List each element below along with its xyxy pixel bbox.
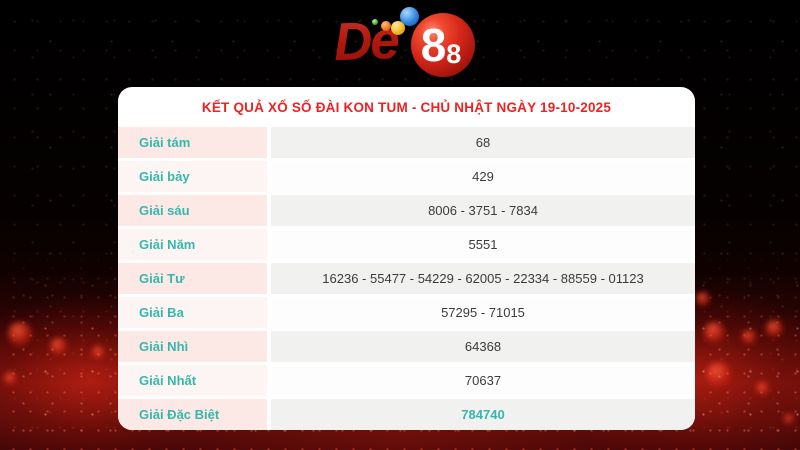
- prize-label: Giải Đặc Biệt: [118, 399, 267, 430]
- ball-digit-small: 8: [446, 38, 462, 69]
- bokeh-circle: [8, 322, 32, 346]
- prize-label: Giải Nhất: [118, 365, 267, 396]
- prize-label: Giải Năm: [118, 229, 267, 260]
- table-row: Giải Năm 5551: [118, 229, 695, 260]
- result-card: KẾT QUẢ XỔ SỐ ĐÀI KON TUM - CHỦ NHẬT NGÀ…: [118, 87, 695, 430]
- result-title: KẾT QUẢ XỔ SỐ ĐÀI KON TUM - CHỦ NHẬT NGÀ…: [201, 100, 612, 115]
- prize-label: Giải Ba: [118, 297, 267, 328]
- prize-value: 57295 - 71015: [271, 297, 695, 328]
- bokeh-circle: [50, 338, 67, 355]
- bokeh-circle: [92, 346, 105, 359]
- bokeh-circle: [756, 382, 769, 395]
- blue-ball-icon: [400, 7, 419, 26]
- table-row: Giải bảy 429: [118, 161, 695, 192]
- prize-value: 429: [271, 161, 695, 192]
- prize-label: Giải tám: [118, 127, 267, 158]
- bokeh-circle: [784, 414, 794, 424]
- table-row: Giải tám 68: [118, 127, 695, 158]
- table-row: Giải Tư 16236 - 55477 - 54229 - 62005 - …: [118, 263, 695, 294]
- bokeh-circle: [706, 362, 731, 387]
- prize-value: 68: [271, 127, 695, 158]
- table-row: Giải Ba 57295 - 71015: [118, 297, 695, 328]
- yellow-ball-icon: [391, 21, 405, 35]
- prize-label: Giải Tư: [118, 263, 267, 294]
- table-row: Giải Nhất 70637: [118, 365, 695, 396]
- orange-ball-icon: [381, 21, 391, 31]
- prize-value: 5551: [271, 229, 695, 260]
- ball-digit-large: 8: [420, 19, 447, 71]
- prize-value: 64368: [271, 331, 695, 362]
- de88-logo[interactable]: De 8 8: [330, 4, 490, 84]
- prize-value: 784740: [271, 399, 695, 430]
- prize-value: 8006 - 3751 - 7834: [271, 195, 695, 226]
- prize-value: 70637: [271, 365, 695, 396]
- bokeh-circle: [704, 322, 725, 343]
- table-row-special-prize: Giải Đặc Biệt 784740: [118, 399, 695, 430]
- red-ball-icon: 8 8: [411, 13, 475, 77]
- prize-label: Giải Nhì: [118, 331, 267, 362]
- bokeh-circle: [4, 372, 17, 385]
- bokeh-circle: [742, 330, 756, 344]
- prize-label: Giải bảy: [118, 161, 267, 192]
- prize-value: 16236 - 55477 - 54229 - 62005 - 22334 - …: [271, 263, 695, 294]
- green-ball-icon: [372, 19, 378, 25]
- bokeh-circle: [766, 320, 783, 337]
- table-row: Giải Nhì 64368: [118, 331, 695, 362]
- bokeh-circle: [696, 292, 710, 306]
- table-row: Giải sáu 8006 - 3751 - 7834: [118, 195, 695, 226]
- prize-label: Giải sáu: [118, 195, 267, 226]
